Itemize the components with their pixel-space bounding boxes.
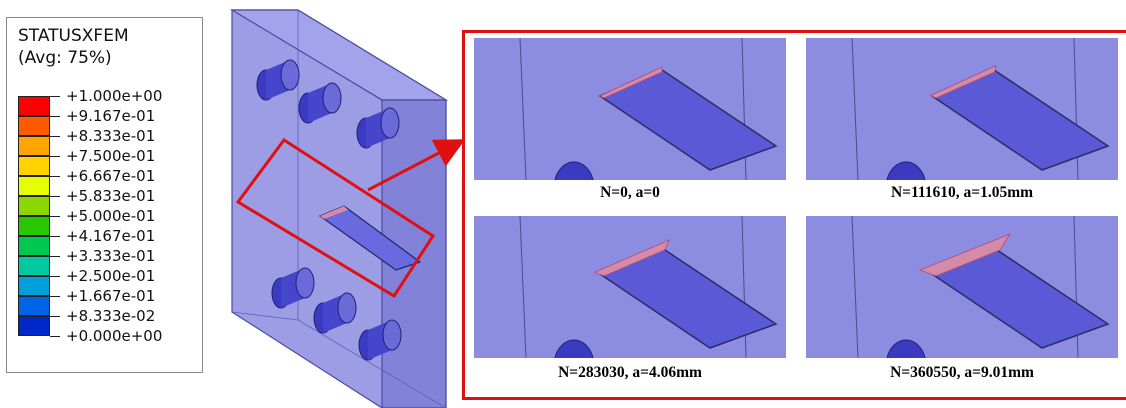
legend-swatch: [18, 156, 50, 176]
legend-swatch: [18, 116, 50, 136]
legend-tick: [50, 316, 60, 317]
bolt-hole: [356, 107, 400, 149]
legend-title: STATUSXFEM: [18, 26, 129, 46]
bolt-hole: [313, 292, 357, 334]
legend-tick-label: +4.167e-01: [66, 227, 156, 245]
legend-swatch: [18, 136, 50, 156]
legend-tick: [50, 156, 60, 157]
panel-caption: N=111610, a=1.05mm: [890, 184, 1034, 201]
legend-tick: [50, 136, 60, 137]
crack-panel-image: [806, 216, 1118, 358]
legend-tick-label: +1.000e+00: [66, 87, 163, 105]
zoom-arrow: [367, 139, 466, 192]
legend-tick: [50, 196, 60, 197]
bolt-hole: [298, 82, 342, 124]
bolt-hole: [358, 319, 402, 361]
legend-tick-label: +5.833e-01: [66, 187, 156, 205]
legend-tick-label: +3.333e-01: [66, 247, 156, 265]
legend-tick: [50, 256, 60, 257]
panel-caption: N=0, a=0: [600, 184, 660, 201]
legend-swatch: [18, 216, 50, 236]
bolt-hole: [886, 339, 926, 358]
legend-tick: [50, 336, 60, 337]
crack-front: [599, 66, 663, 99]
crack-panel-image: [806, 38, 1118, 180]
legend-tick-label: +2.500e-01: [66, 267, 156, 285]
bolt-hole: [886, 161, 926, 180]
legend-tick-label: +1.667e-01: [66, 287, 156, 305]
bolt-hole: [554, 161, 594, 180]
legend-tick: [50, 216, 60, 217]
legend-tick: [50, 176, 60, 177]
legend-tick: [50, 96, 60, 97]
legend-swatch: [18, 236, 50, 256]
bolt-holes: [256, 59, 402, 361]
zoom-panel: [462, 30, 1126, 400]
legend-swatch: [18, 176, 50, 196]
legend-tick-label: +9.167e-01: [66, 107, 156, 125]
legend-swatch: [18, 256, 50, 276]
legend-tick: [50, 236, 60, 237]
legend-swatch: [18, 316, 50, 336]
crack-front: [929, 65, 997, 99]
legend-tick-label: +8.333e-02: [66, 307, 156, 325]
legend-tick-label: +8.333e-01: [66, 127, 156, 145]
legend-tick: [50, 276, 60, 277]
legend-tick-label: +7.500e-01: [66, 147, 156, 165]
legend-tick-label: +5.000e-01: [66, 207, 156, 225]
crack-panel-image: [474, 216, 786, 358]
bolt-hole: [256, 59, 300, 101]
zoom-region-marker: [235, 137, 436, 299]
legend-subtitle: (Avg: 75%): [18, 48, 112, 68]
legend-tick: [50, 116, 60, 117]
legend: STATUSXFEM (Avg: 75%) +1.000e+00 +9.167e-…: [6, 17, 203, 373]
legend-tick: [50, 296, 60, 297]
legend-swatch: [18, 276, 50, 296]
legend-tick-label: +0.000e+00: [66, 327, 163, 345]
bolt-hole: [554, 339, 594, 358]
specimen-crack-plate: [318, 205, 422, 271]
crack-panel-image: [474, 38, 786, 180]
bolt-hole: [271, 267, 315, 309]
legend-swatch: [18, 96, 50, 116]
legend-color-bar: +1.000e+00 +9.167e-01 +8.333e-01 +7.500e-01…: [18, 88, 162, 344]
legend-tick-label: +6.667e-01: [66, 167, 156, 185]
legend-swatch: [18, 196, 50, 216]
legend-swatch: [18, 296, 50, 316]
panel-caption: N=283030, a=4.06mm: [558, 364, 702, 381]
panel-caption: N=360550, a=9.01mm: [890, 364, 1034, 381]
crack-front: [593, 239, 671, 277]
crack-front: [918, 233, 1011, 277]
